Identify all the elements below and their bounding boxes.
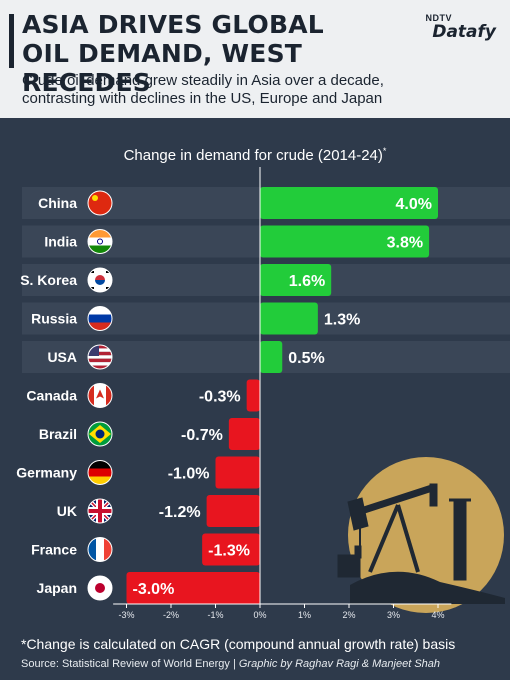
uk-flag-icon [87,498,113,524]
china-flag-icon [87,190,113,216]
x-tick-label: 1% [298,610,311,620]
category-label-germany: Germany [16,465,77,481]
x-tick-label: -2% [163,610,179,620]
x-tick-label: -3% [118,610,134,620]
brand-logo: Datafy [432,22,496,42]
value-label-usa: 0.5% [288,350,324,367]
canada-flag-icon [87,383,113,408]
value-label-s-korea: 1.6% [289,273,325,290]
footnote: *Change is calculated on CAGR (compound … [21,636,456,652]
bar-germany [215,456,260,489]
category-label-france: France [31,542,77,558]
x-tick-label: 2% [342,610,355,620]
title-line-2: OIL DEMAND, WEST RECEDES [22,39,303,97]
bar-japan [126,572,260,604]
category-label-china: China [38,195,77,211]
bar-usa [260,341,283,373]
x-tick-label: 3% [387,610,400,620]
bar-s-korea [260,264,332,296]
south-korea-flag-icon [87,267,113,293]
category-label-russia: Russia [31,311,77,327]
value-label-canada: -0.3% [199,389,241,406]
brazil-flag-icon [87,421,113,447]
title-line-1: ASIA DRIVES GLOBAL [22,10,324,39]
ground-mound [350,571,505,604]
category-label-usa: USA [47,349,77,365]
category-label-india: India [44,234,77,250]
x-tick-label: -1% [207,610,223,620]
germany-flag-icon [87,460,113,485]
subtitle-line-2: contrasting with declines in the US, Eur… [22,90,383,107]
bar-canada [246,379,260,412]
value-label-russia: 1.3% [324,312,360,329]
brand-ndtv: NDTV [425,13,452,23]
subtitle: Crude oil demand grew steadily in Asia o… [22,72,502,108]
value-label-india: 3.8% [387,235,423,252]
japan-flag-icon [87,575,113,601]
x-tick-label: 0% [253,610,266,620]
value-label-germany: -1.0% [168,466,210,483]
category-label-canada: Canada [26,388,77,404]
value-label-france: -1.3% [208,543,250,560]
india-flag-icon [87,229,113,254]
chart-title-text: Change in demand for crude (2014-24) [123,147,383,164]
value-label-china: 4.0% [396,196,432,213]
pump-jack-icon [337,483,471,581]
title-accent-bar [9,14,14,68]
value-label-uk: -1.2% [159,504,201,521]
value-label-japan: -3.0% [133,581,175,598]
category-label-s-korea: S. Korea [20,272,77,288]
bar-chart: China 4.0% India 3.8% S. Korea 1.6% Russia 1.3%… [16,167,510,620]
value-label-brazil: -0.7% [181,427,223,444]
category-label-uk: UK [57,503,77,519]
x-tick-label: 4% [431,610,444,620]
category-label-brazil: Brazil [39,426,77,442]
credit-text: Graphic by Raghav Ragi & Manjeet Shah [238,658,441,670]
oil-pump-illustration [337,457,505,613]
bar-brazil [228,418,260,450]
header: ASIA DRIVES GLOBAL OIL DEMAND, WEST RECE… [0,0,510,118]
france-flag-icon [87,537,113,562]
bar-france [202,533,260,566]
russia-flag-icon [87,306,113,331]
bar-uk [206,495,260,527]
chart-title-marker: * [382,146,387,156]
chart-title: Change in demand for crude (2014-24)* [0,146,510,164]
bar-china [260,187,438,219]
category-label-japan: Japan [37,580,77,596]
bar-russia [260,302,318,335]
usa-flag-icon [87,344,113,370]
source-line: Source: Statistical Review of World Ener… [21,658,440,670]
source-text: Source: Statistical Review of World Ener… [21,658,239,670]
footer: *Change is calculated on CAGR (compound … [0,623,510,680]
bar-india [260,225,430,258]
page-title: ASIA DRIVES GLOBAL OIL DEMAND, WEST RECE… [22,10,422,97]
subtitle-line-1: Crude oil demand grew steadily in Asia o… [22,72,384,89]
